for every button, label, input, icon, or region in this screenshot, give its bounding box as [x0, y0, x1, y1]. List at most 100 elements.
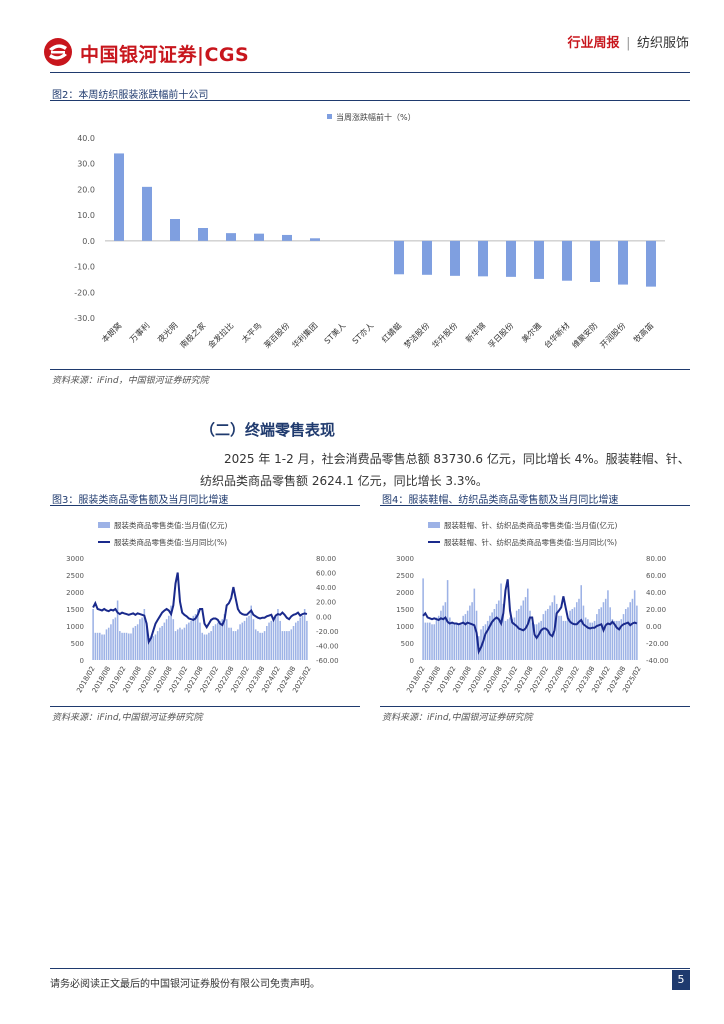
bar [618, 620, 620, 660]
bar [259, 632, 261, 660]
bar [179, 627, 181, 660]
bar [190, 620, 192, 660]
bar [268, 622, 270, 660]
bar [205, 634, 208, 660]
bar [143, 609, 146, 660]
bar [435, 617, 438, 660]
bar [292, 626, 295, 660]
x-tick-label: 南极之家 [178, 320, 208, 350]
bar [152, 636, 155, 660]
bar [114, 153, 124, 241]
y-left-tick-label: 1000 [66, 623, 84, 631]
bar [562, 620, 565, 660]
y-right-tick-label: 20.00 [316, 599, 336, 607]
bar [254, 233, 264, 241]
bar [469, 605, 471, 660]
y-right-tick-label: 60.00 [646, 572, 666, 580]
bar [422, 578, 424, 660]
bar [569, 610, 571, 660]
bar [250, 605, 252, 660]
bar [110, 624, 112, 660]
bar [547, 609, 549, 660]
bar [455, 622, 458, 660]
y-tick-label: 10.0 [77, 211, 95, 220]
x-tick-label: 美尔雅 [519, 320, 543, 344]
section-title: （二）终端零售表现 [200, 421, 336, 439]
bar [575, 602, 578, 660]
bar [611, 619, 614, 660]
bar [154, 634, 157, 660]
bar [457, 624, 460, 660]
bar [283, 631, 286, 660]
bar [564, 620, 567, 660]
bar [591, 622, 594, 660]
bar [210, 631, 212, 660]
top-movers-bar-chart: 当周涨跌幅前十（%） 40.0 30.0 20.0 10.0 0.0 -10.0 -20.0 -… [74, 112, 665, 350]
bar [141, 617, 143, 660]
bar [303, 609, 306, 660]
bar [616, 620, 618, 660]
y-left-tick-label: 2000 [396, 589, 414, 597]
bar [243, 620, 246, 660]
bar [107, 627, 110, 660]
bar [429, 622, 431, 660]
yoy-line [422, 579, 638, 655]
bar [571, 609, 574, 660]
y-right-tick-label: -40.00 [316, 642, 339, 650]
figure2-bottom-divider [50, 369, 690, 370]
section-paragraph: 2025 年 1-2 月，社会消费品零售总额 83730.6 亿元，同比增长 4… [200, 452, 690, 488]
y-left-tick-label: 1000 [396, 623, 414, 631]
bar [518, 609, 520, 660]
bar [170, 605, 172, 660]
bar [288, 631, 290, 660]
bar [161, 626, 163, 660]
bar [607, 590, 609, 660]
bar [460, 624, 462, 660]
bar [424, 622, 427, 660]
bar [170, 219, 180, 241]
bar [567, 619, 569, 660]
x-tick-label: 台华新材 [542, 320, 572, 350]
x-tick-label: 红蜻蜓 [379, 320, 403, 344]
bar [228, 627, 230, 660]
bar [471, 602, 473, 660]
legend-label-line: 服装类商品零售类值:当月同比(%) [114, 537, 227, 547]
bar [466, 610, 469, 660]
y-right-tick-label: 80.00 [316, 555, 336, 563]
bar [636, 605, 638, 660]
bar [451, 622, 453, 660]
bar [196, 609, 199, 660]
bar [306, 620, 308, 660]
bar [201, 632, 204, 660]
y-right-tick-label: -60.00 [316, 657, 339, 665]
bar [506, 619, 509, 660]
y-right-tick-label: -20.00 [316, 628, 339, 636]
bar [92, 609, 94, 660]
figure4-bottom-divider [380, 706, 690, 707]
report-type: 行业周报 | 纺织服饰 [568, 32, 689, 51]
bar [294, 622, 297, 660]
x-tick-label: 莱百股份 [262, 320, 292, 350]
bar [444, 602, 447, 660]
bar [493, 609, 496, 660]
header-separator: | [626, 36, 631, 51]
bar [618, 240, 628, 285]
bar [203, 634, 206, 660]
yoy-line [92, 572, 308, 645]
bar [219, 620, 221, 660]
x-tick-label: 本朗窝 [99, 320, 123, 344]
bar [99, 632, 101, 660]
bar [562, 240, 572, 281]
bar [248, 615, 250, 660]
bar [232, 631, 235, 660]
figure4-title: 图4：服装鞋帽、纺织品类商品零售额及当月同比增速 [382, 495, 619, 506]
x-tick-label: 华利集团 [290, 320, 320, 350]
y-right-tick-label: 80.00 [646, 555, 666, 563]
y-tick-label: 20.0 [77, 185, 95, 194]
y-tick-label: -30.0 [74, 314, 95, 323]
y-left-tick-label: 500 [71, 640, 84, 648]
bar [462, 615, 464, 660]
bar [437, 615, 440, 660]
bar [286, 631, 288, 660]
figure2-title: 图2：本周纺织服装涨跌幅前十公司 [52, 90, 209, 101]
